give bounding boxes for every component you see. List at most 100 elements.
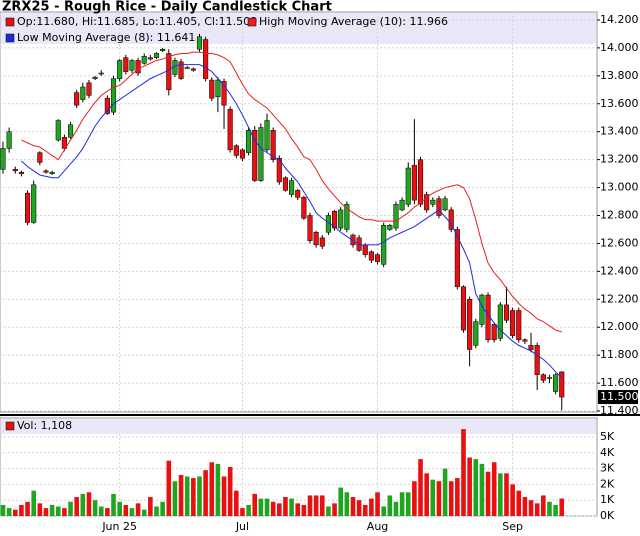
candle-body	[110, 78, 117, 113]
volume-bar	[68, 501, 73, 516]
volume-bar	[12, 509, 18, 516]
candle-body	[540, 374, 546, 381]
volume-bar	[301, 504, 307, 516]
volume-bar	[43, 508, 49, 516]
volume-bar	[319, 495, 325, 516]
x-tick-label: Sep	[502, 520, 523, 533]
volume-tick-label: 5K	[600, 430, 615, 443]
candle-body	[31, 184, 37, 223]
candle-body	[264, 120, 270, 151]
candle-body	[473, 321, 479, 346]
legend-swatch	[247, 17, 257, 27]
candle-body	[166, 53, 172, 91]
volume-bar	[129, 508, 135, 516]
volume-bar	[547, 501, 552, 516]
y-tick-label: 13.000	[600, 181, 639, 194]
candle-body	[362, 244, 368, 255]
volume-bar	[362, 504, 368, 516]
candle-body	[61, 137, 67, 149]
volume-bar	[473, 459, 479, 516]
volume-panel	[0, 417, 598, 517]
volume-bar	[375, 492, 380, 516]
volume-bar	[92, 500, 98, 516]
candle-body	[467, 299, 473, 350]
volume-bar	[55, 506, 61, 516]
candle-body	[295, 190, 301, 198]
volume-bar	[166, 460, 172, 516]
volume-bar	[448, 481, 454, 516]
candle-body	[528, 345, 534, 350]
volume-bar	[504, 473, 509, 516]
candle-body	[153, 53, 160, 58]
volume-bar	[37, 503, 43, 516]
volume-label: Vol: 1,108	[17, 419, 72, 432]
volume-bar	[491, 462, 497, 516]
volume-bar	[25, 501, 30, 516]
volume-tick-label: 4K	[600, 446, 615, 459]
candle-body	[239, 149, 246, 159]
candle-body	[448, 209, 454, 230]
volume-bar	[541, 495, 546, 516]
volume-bar	[178, 474, 184, 516]
volume-bar	[258, 498, 264, 516]
volume-bar	[289, 498, 294, 516]
volume-bar	[215, 463, 221, 516]
volume-tick-label: 1K	[600, 493, 615, 506]
volume-bar	[516, 490, 522, 516]
volume-bar	[424, 473, 429, 516]
candle-body	[393, 204, 399, 229]
volume-bar	[350, 497, 356, 516]
candle-body	[135, 60, 141, 74]
volume-bar	[19, 504, 24, 516]
volume-bar	[62, 508, 67, 516]
candle-body	[246, 130, 252, 153]
volume-bar	[117, 501, 122, 516]
volume-bar	[154, 506, 159, 516]
candle-body	[209, 79, 215, 99]
x-tick-label: Jul	[235, 520, 249, 533]
candle-body	[454, 229, 460, 287]
ohlc-label: Op:11.680, Hi:11.685, Lo:11.405, Cl:11.5…	[17, 15, 257, 28]
candle-body	[497, 304, 503, 339]
volume-bar	[430, 479, 436, 516]
volume-bar	[307, 495, 313, 516]
volume-bar	[111, 493, 116, 516]
volume-bar	[123, 504, 129, 516]
candle-body	[510, 310, 516, 336]
candle-body	[559, 371, 565, 398]
volume-bar	[234, 490, 239, 516]
volume-bar	[0, 504, 6, 516]
volume-bar	[393, 501, 399, 516]
candle-body	[190, 68, 196, 71]
volume-tick-label: 3K	[600, 462, 615, 475]
candle-body	[307, 215, 313, 241]
volume-bar	[295, 503, 301, 516]
volume-bar	[369, 498, 374, 516]
candle-body	[368, 251, 374, 261]
candle-body	[92, 76, 98, 79]
volume-legend-band	[1, 419, 596, 434]
candle-body	[381, 225, 387, 265]
candle-body	[203, 39, 209, 79]
volume-bar	[277, 503, 282, 516]
candle-body	[522, 339, 528, 342]
candle-body	[6, 131, 12, 149]
volume-bar	[332, 503, 337, 516]
candle-body	[534, 345, 540, 375]
volume-bar	[461, 429, 466, 516]
chart-title: ZRX25 - Rough Rice - Daily Candlestick C…	[2, 0, 332, 15]
candle-body	[282, 177, 288, 191]
candle-body	[424, 194, 430, 211]
volume-bar	[356, 500, 362, 516]
candle-body	[147, 57, 153, 60]
volume-bar	[467, 457, 472, 516]
volume-tick-label: 2K	[600, 477, 615, 490]
candle-body	[436, 198, 442, 216]
y-tick-label: 13.200	[600, 153, 639, 166]
volume-bar	[80, 493, 86, 516]
candle-body	[12, 169, 18, 172]
candle-body	[258, 127, 264, 181]
candle-body	[479, 294, 485, 325]
volume-bar	[412, 481, 417, 516]
volume-bar	[455, 478, 460, 516]
